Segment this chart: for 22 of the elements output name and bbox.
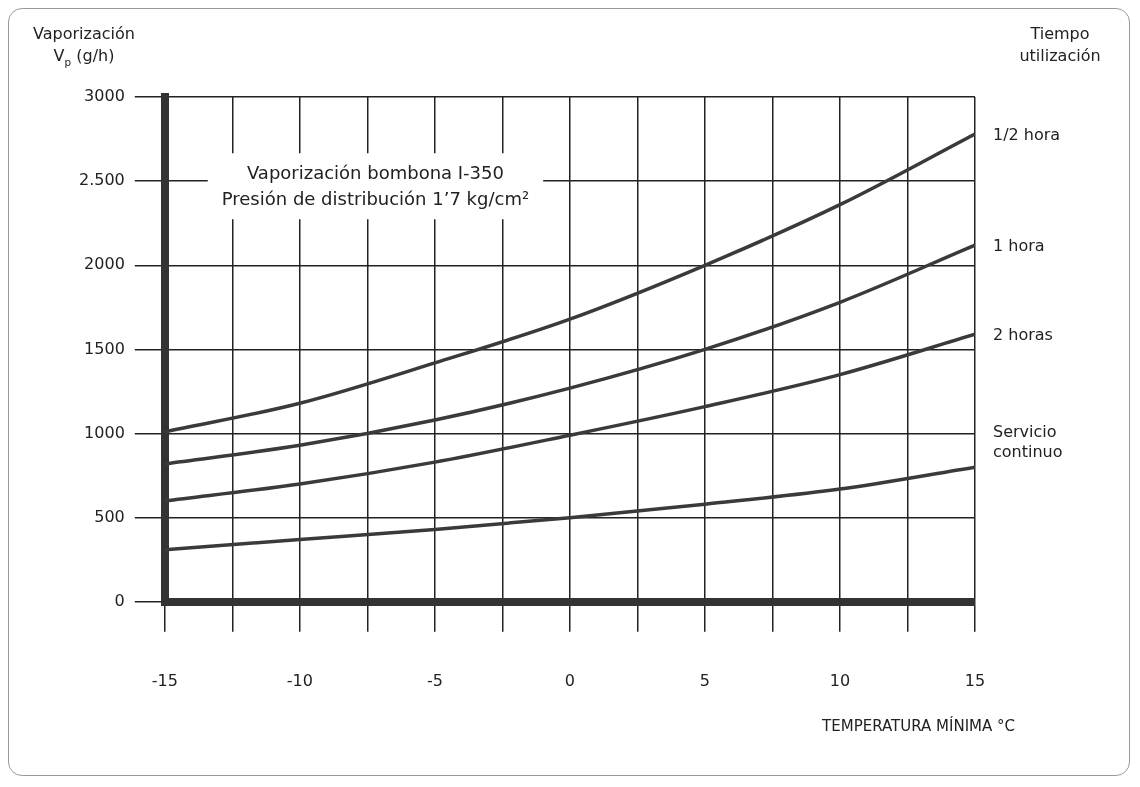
series-label: 1 hora — [993, 236, 1045, 256]
x-tick-label: -10 — [286, 670, 313, 690]
series-label: 1/2 hora — [993, 125, 1061, 145]
series-label: 2 horas — [993, 325, 1053, 345]
y-tick-label: 3000 — [84, 86, 125, 106]
y-tick-label: 1000 — [84, 422, 125, 442]
series-label: Servicio continuo — [993, 422, 1063, 462]
x-axis-title: TEMPERATURA MÍNIMA °C — [821, 716, 1016, 735]
annotation: Vaporización bombona I-350 — [246, 162, 504, 184]
legend-title: Tiempo utilización — [1019, 24, 1101, 65]
y-tick-label: 2.500 — [78, 170, 125, 190]
x-tick-label: -5 — [426, 670, 443, 690]
y-tick-label: 0 — [114, 590, 125, 610]
x-tick-label: 10 — [829, 670, 851, 690]
x-tick-label: 0 — [564, 670, 575, 690]
annotation: Presión de distribución 1’7 kg/cm² — [221, 188, 530, 210]
x-tick-label: 5 — [699, 670, 711, 690]
y-tick-label: 2000 — [84, 254, 125, 274]
y-tick-label: 1500 — [84, 338, 125, 358]
x-tick-label: -15 — [151, 670, 178, 690]
y-tick-label: 500 — [94, 506, 125, 526]
x-tick-label: 15 — [964, 670, 986, 690]
